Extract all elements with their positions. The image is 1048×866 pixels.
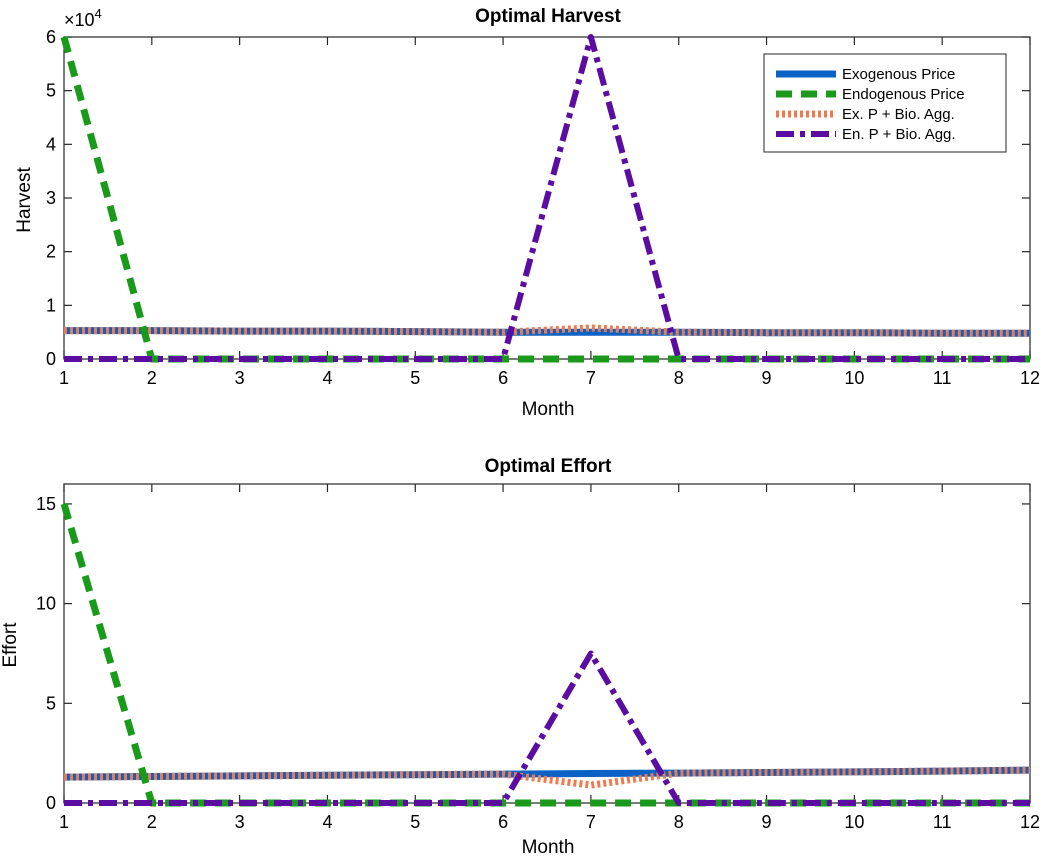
effort-x-tick-label: 11 [933, 812, 952, 832]
effort-series-endogenous [60, 502, 1030, 807]
effort-x-tick-label: 10 [844, 812, 864, 832]
harvest-series-ex_bio [64, 324, 1030, 337]
harvest-x-tick-label: 5 [410, 368, 420, 388]
effort-series-ex_bio [63, 766, 1031, 789]
harvest-x-tick-label: 8 [674, 368, 684, 388]
effort-y-tick-label: 15 [36, 494, 56, 514]
harvest-y-tick-label: 3 [46, 188, 56, 208]
harvest-chart-title: Optimal Harvest [475, 6, 621, 27]
effort-x-tick-label: 6 [498, 812, 508, 832]
effort-x-tick-label: 4 [322, 812, 332, 832]
effort-x-tick-label: 8 [674, 812, 684, 832]
effort-x-axis-label: Month [522, 837, 575, 858]
harvest-y-tick-label: 5 [46, 81, 56, 101]
effort-x-tick-label: 2 [147, 812, 157, 832]
harvest-x-tick-label: 3 [235, 368, 245, 388]
legend-label-exogenous: Exogenous Price [842, 66, 955, 83]
effort-y-tick-label: 5 [46, 693, 56, 713]
harvest-x-tick-label: 6 [498, 368, 508, 388]
harvest-x-tick-label: 2 [147, 368, 157, 388]
effort-x-tick-label: 1 [59, 812, 69, 832]
legend-label-endogenous: Endogenous Price [842, 86, 965, 103]
harvest-x-axis-label: Month [522, 399, 575, 420]
harvest-x-tick-label: 7 [586, 368, 596, 388]
harvest-y-axis-label: Harvest [14, 167, 35, 233]
effort-axes-box [63, 483, 1031, 804]
harvest-x-tick-label: 11 [933, 368, 952, 388]
effort-x-tick-label: 9 [762, 812, 772, 832]
harvest-series-en_bio [64, 34, 1030, 362]
effort-y-axis-label: Effort [0, 622, 21, 668]
harvest-x-tick-label: 9 [762, 368, 772, 388]
effort-x-tick-label: 3 [235, 812, 245, 832]
harvest-legend: Exogenous Price Endogenous Price Ex. P + B… [763, 53, 1007, 153]
effort-x-tick-label: 7 [586, 812, 596, 832]
effort-y-tick-label: 10 [36, 594, 56, 614]
harvest-x-tick-label: 4 [322, 368, 332, 388]
effort-x-tick-label: 5 [410, 812, 420, 832]
effort-series-en_bio [64, 650, 1030, 806]
harvest-x-tick-label: 10 [844, 368, 864, 388]
legend-label-ex_bio: Ex. P + Bio. Agg. [842, 106, 955, 123]
harvest-y-tick-label: 6 [46, 27, 56, 47]
harvest-x-tick-label: 1 [59, 368, 69, 388]
effort-x-tick-label: 12 [1020, 812, 1040, 832]
harvest-y-tick-label: 0 [46, 349, 56, 369]
effort-chart-title: Optimal Effort [485, 456, 612, 477]
legend-label-en_bio: En. P + Bio. Agg. [842, 126, 956, 143]
harvest-y-tick-label: 1 [46, 295, 56, 315]
harvest-exponent-label: ×104 [64, 6, 102, 30]
harvest-x-tick-label: 12 [1020, 368, 1040, 388]
harvest-y-tick-label: 2 [46, 242, 56, 262]
effort-y-tick-label: 0 [46, 793, 56, 813]
harvest-y-tick-label: 4 [46, 134, 56, 154]
